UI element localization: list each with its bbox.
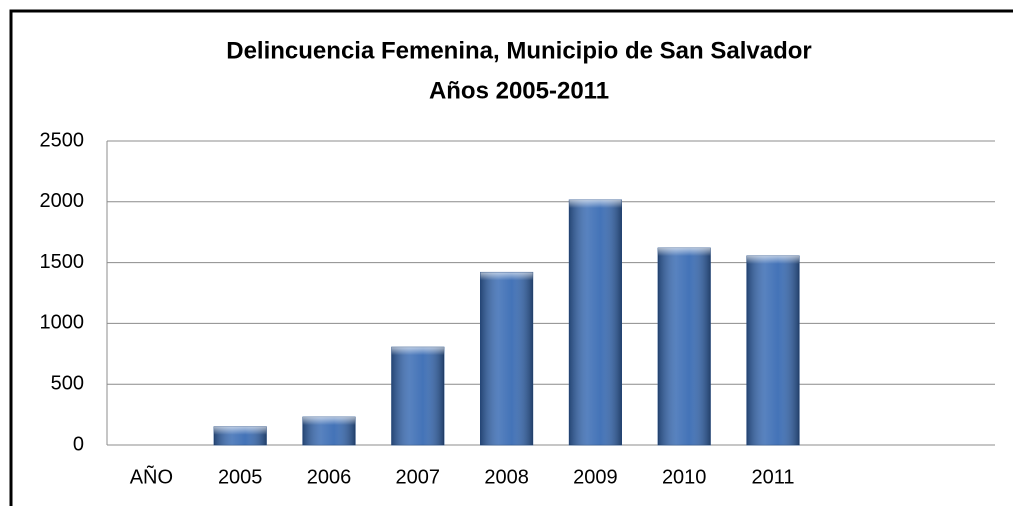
chart-title: Delincuencia Femenina, Municipio de San … [226,37,811,64]
y-tick-label: 0 [73,433,84,455]
x-tick-label: 2011 [751,466,794,488]
x-tick-label: 2005 [218,466,263,488]
bar [657,247,711,446]
x-tick-label: 2009 [573,466,618,488]
bar [302,416,356,446]
y-tick-label: 2000 [40,190,85,212]
x-tick-label: AÑO [130,464,173,488]
bar [391,346,445,446]
bar [568,199,622,446]
bar [213,426,267,446]
x-tick-label: 2006 [307,466,352,488]
y-tick-label: 1000 [40,312,85,334]
x-tick-label: 2010 [662,466,707,488]
bar [480,271,534,446]
y-tick-label: 2500 [40,129,85,151]
y-tick-label: 500 [51,372,84,394]
bar [746,255,800,446]
x-tick-label: 2008 [484,466,529,488]
chart-subtitle: Años 2005-2011 [429,77,609,104]
y-tick-label: 1500 [40,251,85,273]
x-tick-label: 2007 [396,466,441,488]
